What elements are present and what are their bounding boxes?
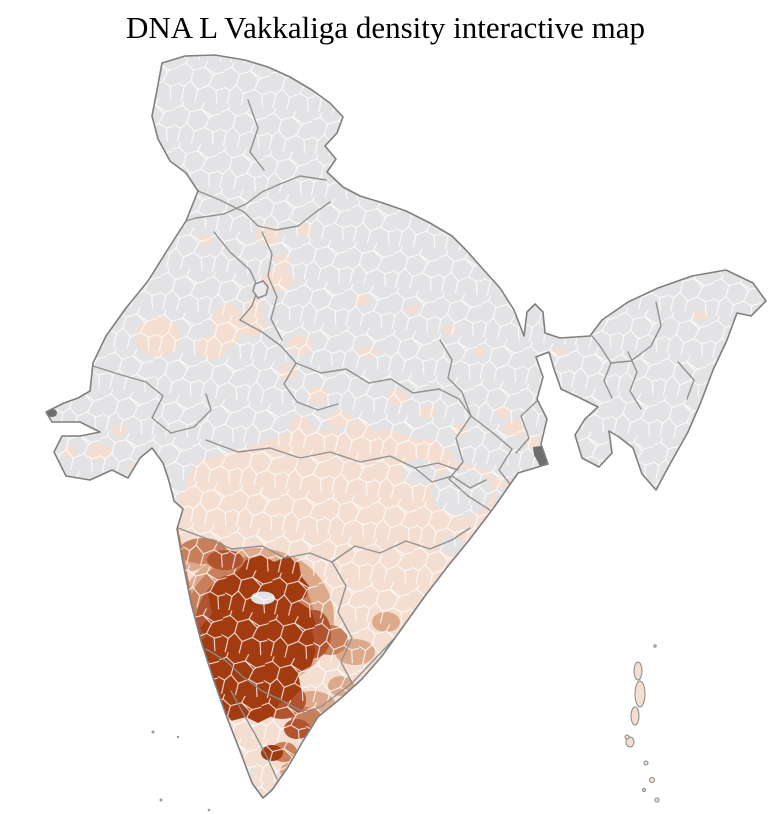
district-mesh-overlay	[46, 55, 766, 798]
delhi-boundary[interactable]	[252, 280, 269, 299]
lakshadweep-islands[interactable]	[151, 730, 211, 812]
page-title: DNA L Vakkaliga density interactive map	[125, 10, 646, 45]
state-borders	[92, 99, 695, 780]
andaman-nicobar-islands[interactable]	[624, 644, 660, 803]
